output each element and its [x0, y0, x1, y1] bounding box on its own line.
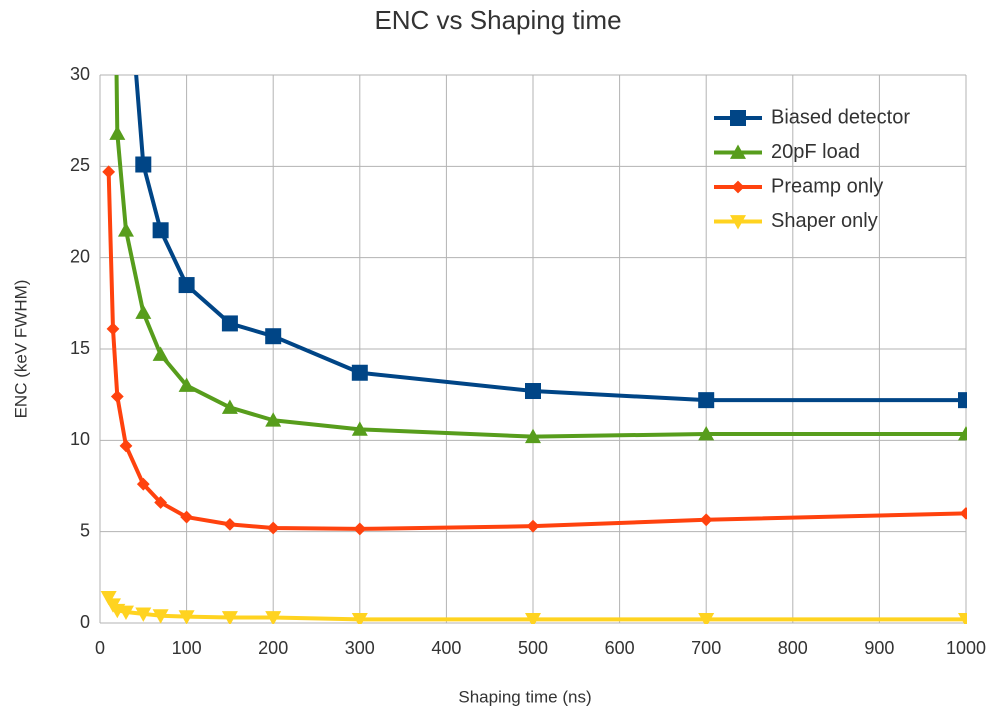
marker — [351, 612, 368, 624]
x-tick-label: 400 — [431, 638, 461, 658]
marker — [100, 591, 117, 606]
marker — [958, 392, 967, 409]
x-tick-label: 0 — [95, 638, 105, 658]
x-tick-label: 100 — [172, 638, 202, 658]
x-tick-label: 900 — [864, 638, 894, 658]
marker — [135, 304, 152, 319]
marker — [152, 346, 169, 361]
x-axis-label: Shaping time (ns) — [458, 687, 591, 706]
marker — [698, 612, 715, 624]
marker — [698, 392, 715, 409]
marker — [351, 364, 368, 381]
marker — [525, 383, 541, 400]
x-tick-label: 600 — [605, 638, 635, 658]
legend-label: Biased detector — [771, 106, 910, 128]
marker — [526, 519, 540, 533]
marker — [178, 277, 195, 294]
marker — [117, 222, 134, 237]
plot-area — [100, 75, 967, 624]
marker — [154, 496, 168, 509]
marker — [525, 428, 541, 444]
marker — [730, 110, 746, 126]
x-tick-label: 1000 — [946, 638, 986, 658]
marker — [106, 322, 120, 336]
marker — [353, 522, 367, 536]
marker — [180, 510, 193, 524]
grid — [99, 74, 967, 624]
marker — [117, 605, 134, 621]
x-tick-label: 300 — [345, 638, 375, 658]
marker — [221, 611, 238, 624]
legend: Biased detector 20pF load Preamp only Shape… — [714, 106, 910, 232]
marker — [730, 144, 746, 159]
legend-label: Shaper only — [771, 210, 878, 232]
y-tick-label: 25 — [70, 155, 90, 175]
marker — [265, 611, 282, 624]
marker — [699, 513, 713, 527]
marker — [698, 425, 715, 441]
marker — [109, 125, 126, 140]
marker — [110, 390, 124, 403]
marker — [135, 156, 152, 173]
x-tick-label: 800 — [778, 638, 808, 658]
y-tick-label: 15 — [70, 338, 90, 358]
marker — [958, 425, 967, 441]
y-axis-label: ENC (keV FWHM) — [11, 280, 30, 419]
marker — [959, 507, 967, 520]
marker — [136, 477, 150, 491]
y-tick-label: 5 — [80, 520, 90, 540]
marker — [731, 180, 745, 194]
y-tick-label: 0 — [80, 612, 90, 632]
marker — [730, 215, 746, 230]
marker — [152, 222, 169, 239]
marker — [266, 521, 280, 535]
marker — [221, 315, 238, 332]
x-tick-label: 200 — [258, 638, 288, 658]
series-line — [134, 75, 966, 403]
marker — [178, 610, 195, 624]
marker — [221, 399, 238, 414]
marker — [119, 439, 133, 453]
chart-title: ENC vs Shaping time — [374, 5, 621, 35]
y-tick-label: 20 — [70, 246, 90, 266]
marker — [152, 609, 169, 624]
legend-label: Preamp only — [771, 175, 883, 197]
marker — [958, 612, 967, 624]
marker — [351, 421, 368, 436]
marker — [102, 165, 116, 179]
marker — [525, 612, 541, 624]
marker — [265, 328, 282, 345]
marker — [135, 607, 152, 622]
marker — [265, 412, 282, 427]
x-tick-label: 500 — [518, 638, 548, 658]
y-tick-label: 10 — [70, 429, 90, 449]
x-tick-label: 700 — [691, 638, 721, 658]
legend-label: 20pF load — [771, 141, 860, 163]
y-tick-label: 30 — [70, 64, 90, 84]
series-line — [114, 75, 966, 439]
marker — [178, 377, 195, 392]
marker — [223, 517, 237, 531]
